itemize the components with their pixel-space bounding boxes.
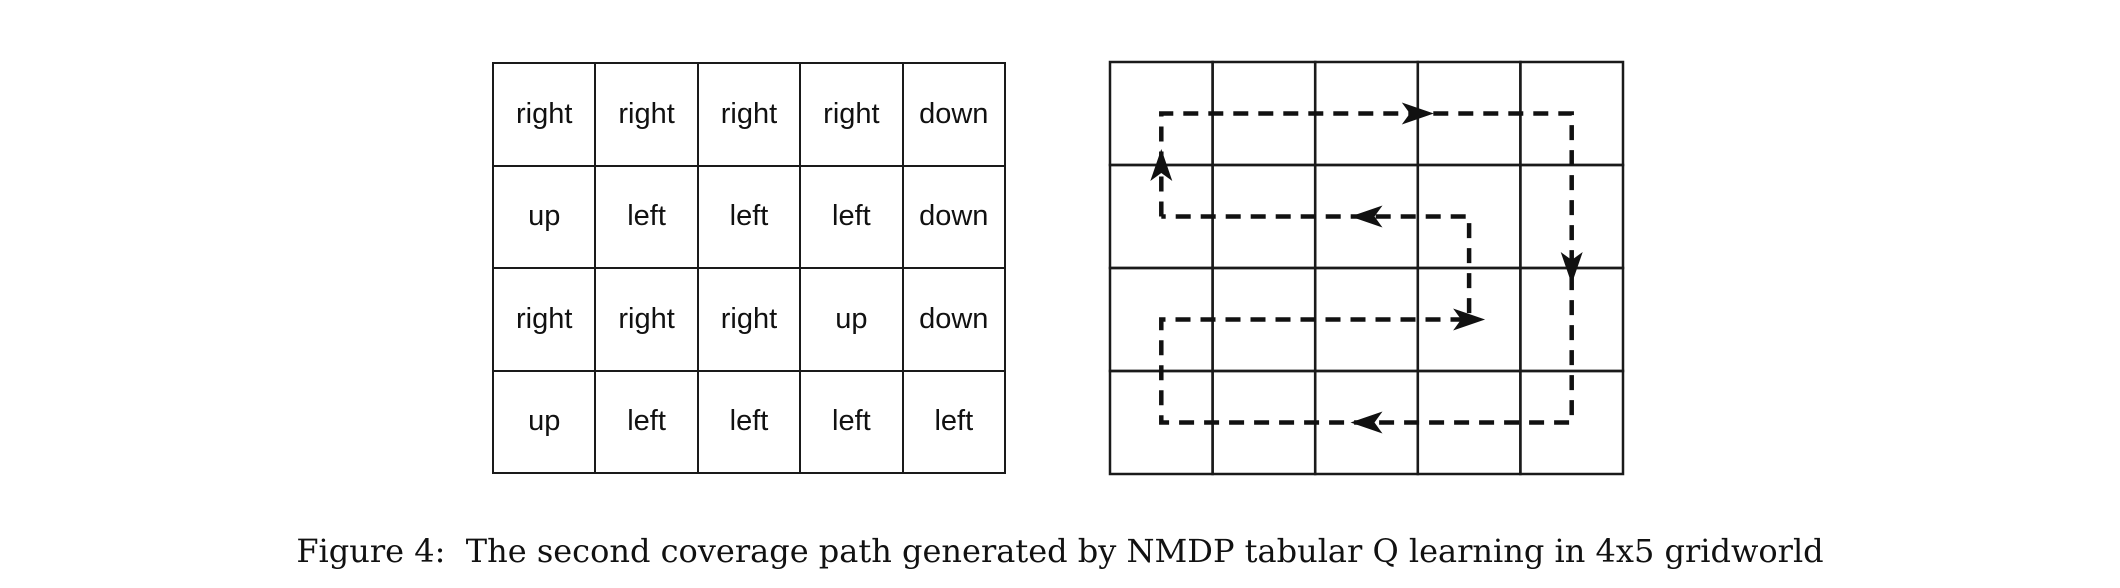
policy-cell: left (901, 369, 1007, 474)
policy-grid-body: right right right right down up left left left do… (491, 62, 1007, 474)
policy-cell: down (901, 267, 1007, 372)
policy-cell: right (491, 62, 597, 167)
policy-cell: left (799, 369, 904, 474)
arrow-up-icon (1150, 149, 1173, 181)
policy-grid: right right right right down up left left left do… (491, 62, 1007, 474)
figure-caption: Figure 4: The second coverage path gener… (0, 532, 2120, 570)
policy-cell: left (799, 164, 904, 269)
policy-cell: left (594, 164, 699, 269)
policy-cell: right (491, 267, 597, 372)
arrow-down-icon (1560, 252, 1583, 284)
policy-cell: down (901, 164, 1007, 269)
policy-row: right right right up down (491, 267, 1007, 372)
policy-row: up left left left down (491, 164, 1007, 269)
path-grid-lines (1108, 60, 1625, 476)
policy-cell: left (696, 369, 802, 474)
policy-cell: right (696, 267, 802, 372)
policy-cell: right (594, 62, 699, 167)
path-grid-cell (1519, 369, 1625, 476)
caption-text: The second coverage path generated by NM… (465, 532, 1824, 570)
policy-cell: right (594, 267, 699, 372)
policy-cell: left (594, 369, 699, 474)
policy-cell: up (799, 267, 904, 372)
policy-cell: right (696, 62, 802, 167)
policy-cell: up (491, 369, 597, 474)
policy-cell: down (901, 62, 1007, 167)
arrow-left-icon (1350, 411, 1383, 434)
policy-row: up left left left left (491, 369, 1007, 474)
figure-label: Figure 4: (296, 532, 446, 570)
arrow-right-icon (1453, 308, 1486, 331)
policy-row: right right right right down (491, 62, 1007, 167)
arrow-right-icon (1401, 102, 1434, 125)
policy-cell: left (696, 164, 802, 269)
arrow-left-icon (1350, 205, 1383, 228)
policy-cell: up (491, 164, 597, 269)
policy-cell: right (799, 62, 904, 167)
